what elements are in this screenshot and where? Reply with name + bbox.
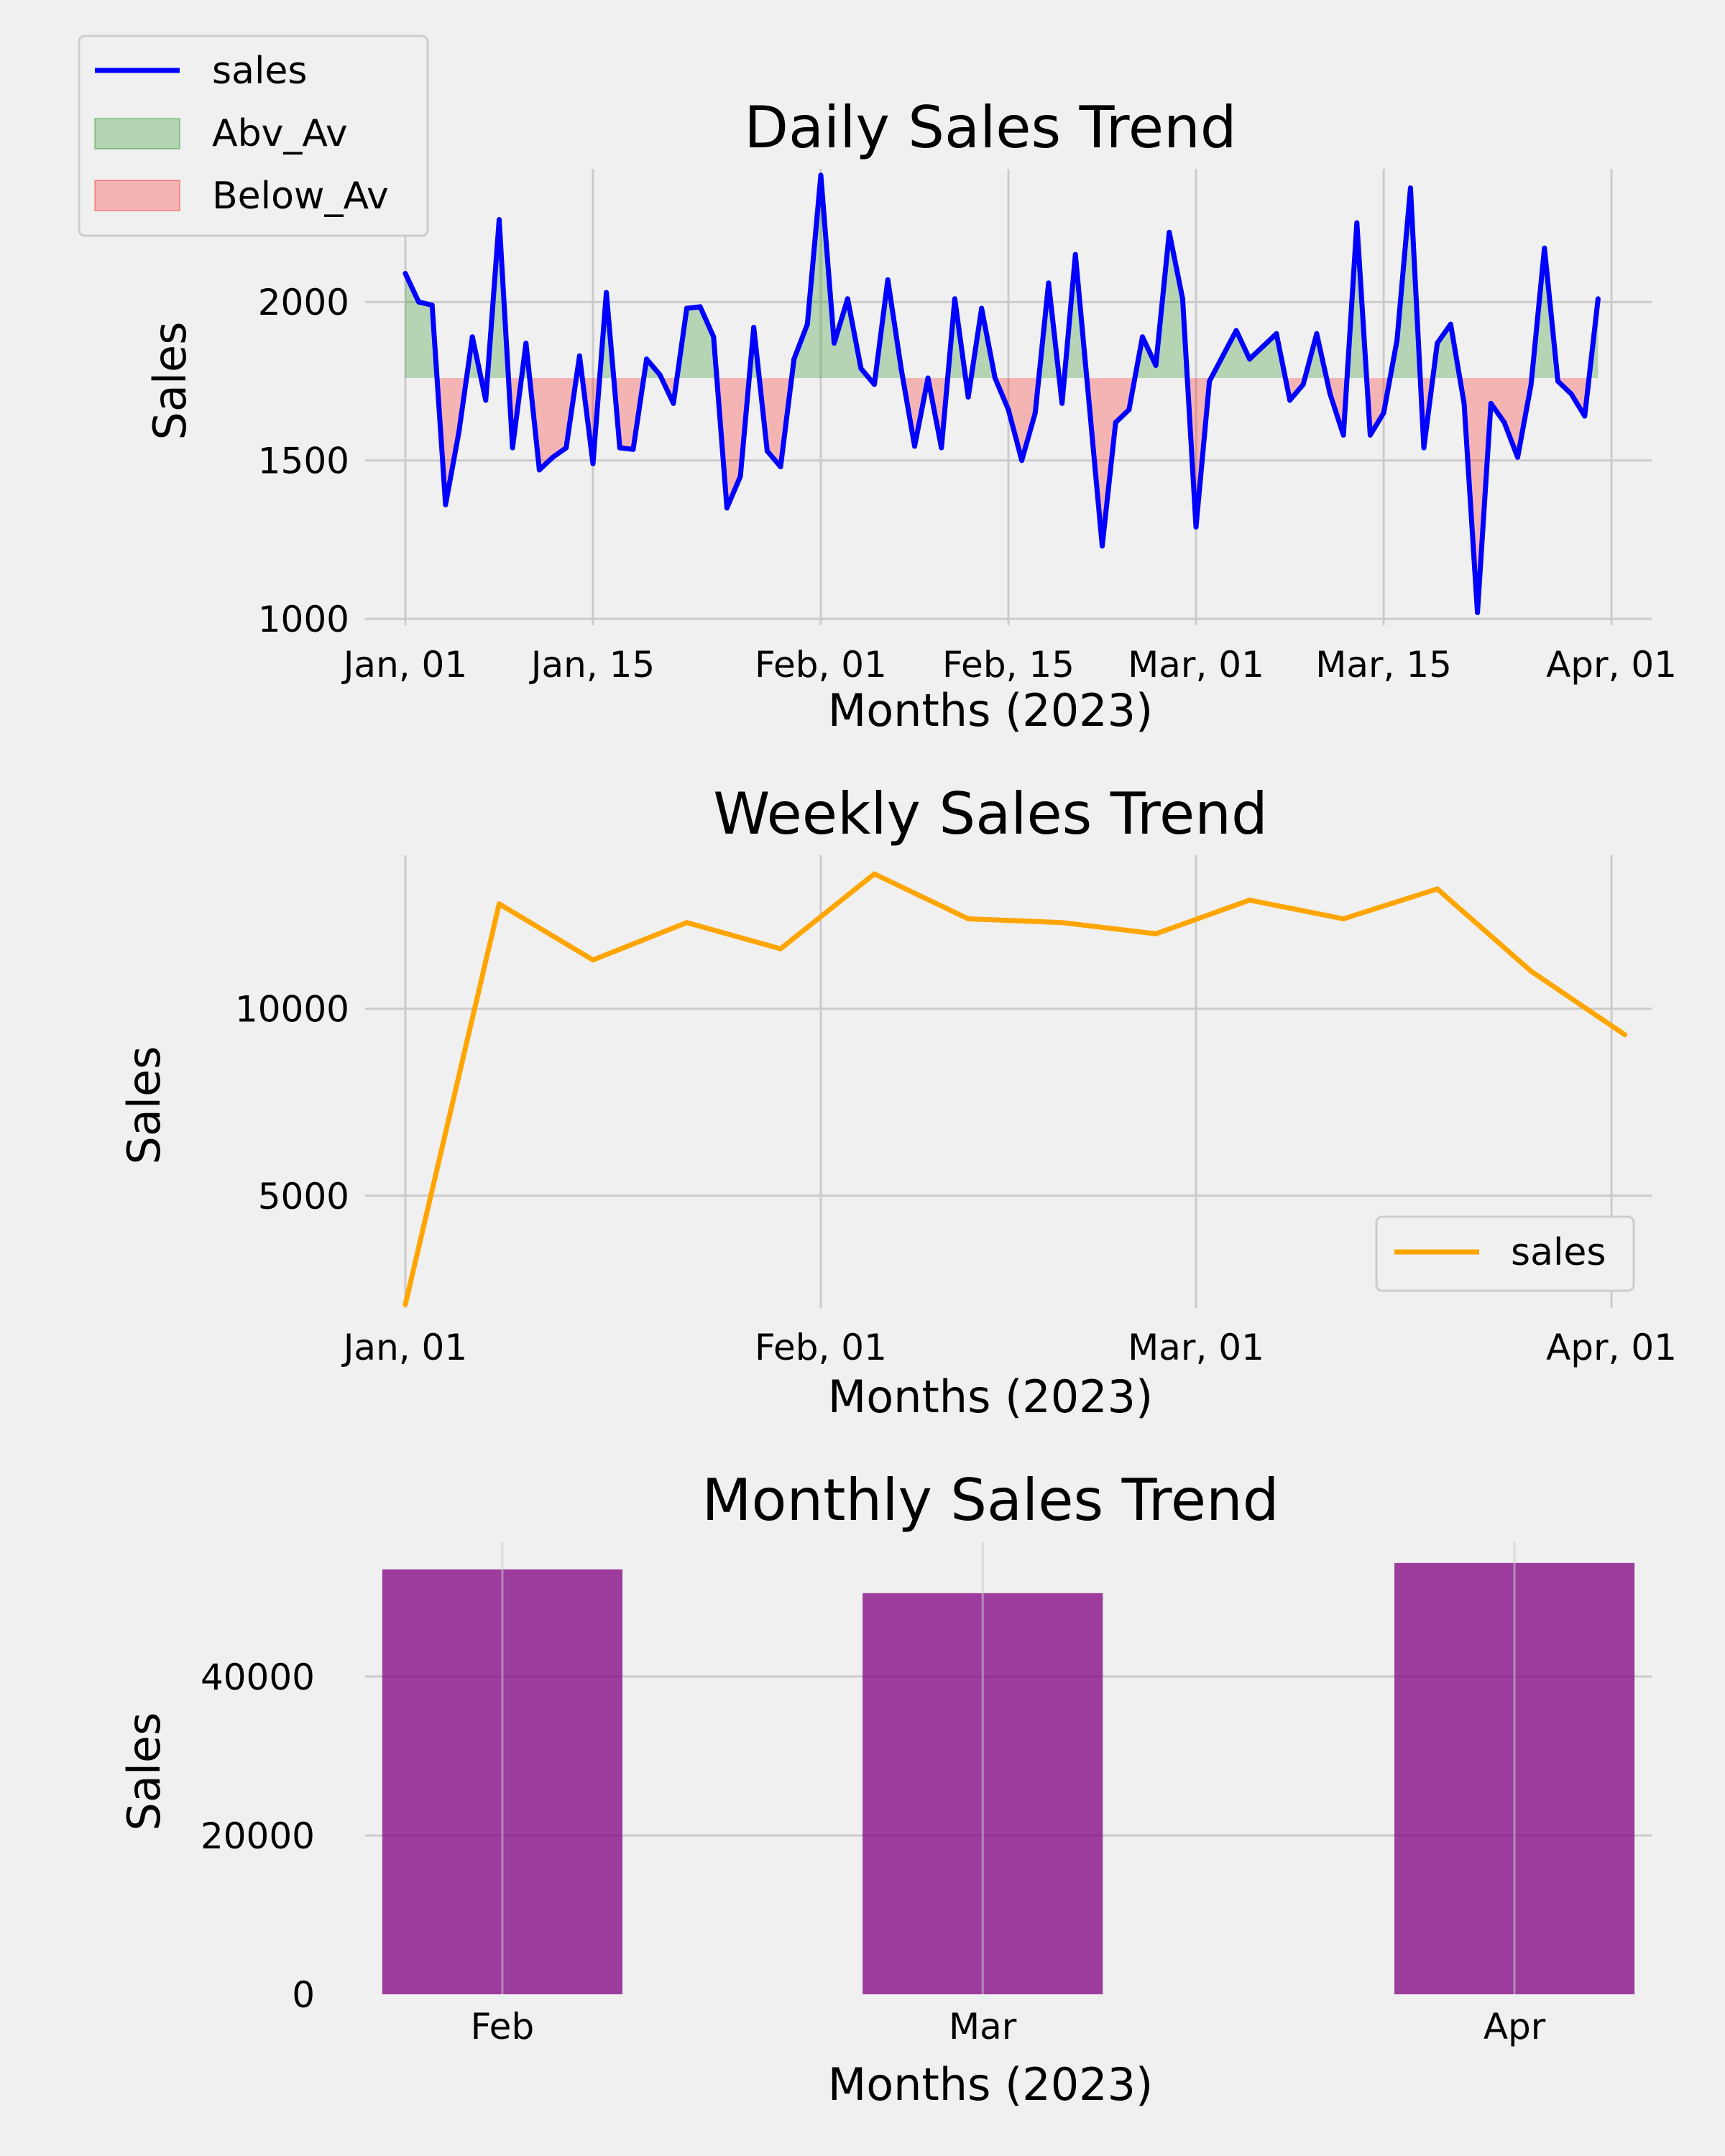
daily-grid <box>365 169 1652 625</box>
weekly-y-tick-label: 5000 <box>258 1176 349 1217</box>
weekly-chart-title: Weekly Sales Trend <box>713 780 1267 847</box>
legend-below-average-swatch <box>94 180 180 211</box>
daily-x-tick-label: Mar, 01 <box>1128 644 1264 686</box>
monthly-y-tick-labels: 0 20000 40000 <box>201 1657 315 2016</box>
weekly-y-axis-label: Sales <box>118 1046 170 1164</box>
daily-x-tick-labels: Jan, 01 Jan, 15 Feb, 01 Feb, 15 Mar, 01 Mar, … <box>341 644 1677 686</box>
monthly-chart-title: Monthly Sales Trend <box>702 1467 1279 1534</box>
weekly-x-tick-labels: Jan, 01 Feb, 01 Mar, 01 Apr, 01 <box>341 1327 1677 1368</box>
daily-x-axis-label: Months (2023) <box>828 684 1154 737</box>
daily-y-tick-label: 1000 <box>258 599 349 640</box>
weekly-legend-sales-label: sales <box>1511 1231 1606 1274</box>
daily-chart-title: Daily Sales Trend <box>744 94 1236 161</box>
monthly-x-tick-label: Mar <box>949 2006 1017 2047</box>
legend-above-average-swatch <box>94 118 180 149</box>
daily-legend-box <box>78 34 429 237</box>
weekly-sales-chart: Jan, 01 Feb, 01 Mar, 01 Apr, 01 5000 10000 W… <box>118 780 1677 1423</box>
monthly-x-axis-label: Months (2023) <box>828 2058 1154 2111</box>
daily-y-tick-label: 1500 <box>258 441 349 482</box>
weekly-x-tick-label: Jan, 01 <box>341 1327 468 1368</box>
weekly-y-tick-label: 10000 <box>235 988 349 1030</box>
daily-x-tick-label: Apr, 01 <box>1546 644 1677 686</box>
weekly-y-tick-labels: 5000 10000 <box>235 988 349 1217</box>
daily-x-tick-label: Feb, 01 <box>755 644 887 686</box>
monthly-x-tick-label: Feb <box>471 2006 535 2047</box>
legend-below-average-label: Below_Av <box>212 175 389 218</box>
weekly-x-tick-label: Mar, 01 <box>1128 1327 1264 1368</box>
monthly-sales-chart: Feb Mar Apr 0 20000 40000 Monthly Sales Tren… <box>118 1467 1652 2111</box>
daily-x-tick-label: Feb, 15 <box>942 644 1075 686</box>
weekly-x-tick-label: Feb, 01 <box>755 1327 887 1368</box>
weekly-x-tick-label: Apr, 01 <box>1546 1327 1677 1368</box>
monthly-y-axis-label: Sales <box>118 1712 170 1830</box>
weekly-sales-line <box>402 871 1627 1306</box>
weekly-grid <box>365 855 1652 1308</box>
monthly-y-tick-label: 0 <box>292 1974 315 2016</box>
daily-y-tick-label: 2000 <box>258 282 349 323</box>
daily-legend: sales Abv_Av Below_Av <box>78 34 429 237</box>
daily-sales-chart: Jan, 01 Jan, 15 Feb, 01 Feb, 15 Mar, 01 Mar, … <box>78 34 1677 737</box>
daily-x-tick-label: Mar, 15 <box>1315 644 1452 686</box>
legend-sales-label: sales <box>212 50 308 93</box>
daily-x-tick-label: Jan, 15 <box>529 644 656 686</box>
monthly-y-tick-label: 20000 <box>201 1815 315 1857</box>
monthly-vertical-grid <box>501 1542 1516 1994</box>
monthly-y-tick-label: 40000 <box>201 1657 315 1698</box>
daily-y-tick-labels: 1000 1500 2000 <box>258 282 349 640</box>
daily-above-average-area <box>405 175 1598 379</box>
monthly-x-tick-labels: Feb Mar Apr <box>471 2006 1546 2047</box>
monthly-bars <box>382 1562 1635 1994</box>
weekly-x-axis-label: Months (2023) <box>828 1370 1154 1423</box>
daily-sales-line <box>402 172 1601 615</box>
daily-x-tick-label: Jan, 01 <box>341 644 468 686</box>
monthly-x-tick-label: Apr <box>1484 2006 1546 2047</box>
daily-y-axis-label: Sales <box>144 321 196 440</box>
weekly-legend: sales <box>1375 1215 1635 1292</box>
legend-above-average-label: Abv_Av <box>212 112 348 155</box>
weekly-legend-box <box>1375 1215 1635 1292</box>
